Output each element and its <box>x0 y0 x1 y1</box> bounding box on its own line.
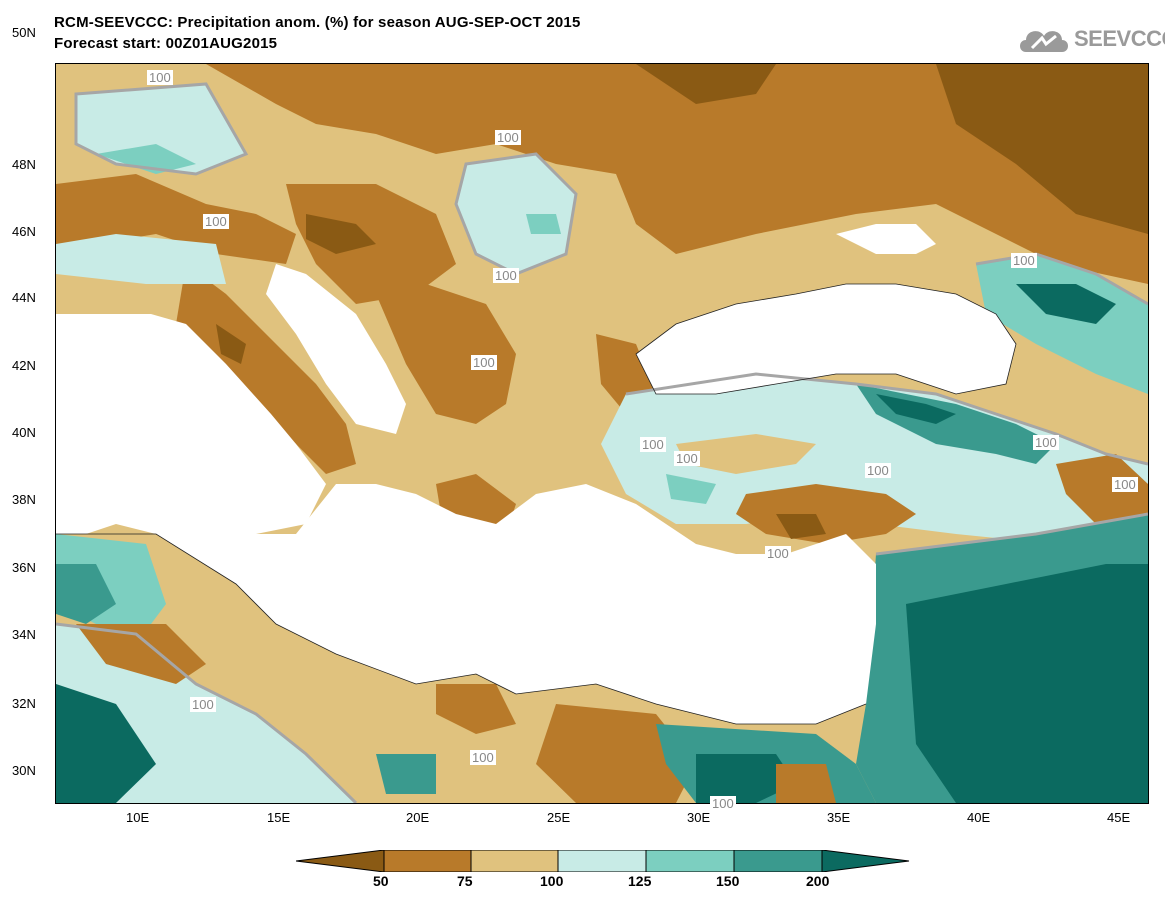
colorbar-label: 200 <box>806 873 830 889</box>
contour-label: 100 <box>471 355 497 370</box>
map-area <box>55 63 1149 805</box>
lon-label: 20E <box>406 810 430 825</box>
contour-label: 100 <box>147 70 173 85</box>
lat-label: 32N <box>12 696 36 711</box>
colorbar-segment <box>645 850 735 872</box>
lon-label: 10E <box>126 810 150 825</box>
seevccc-logo: SEEVCCC <box>1016 22 1165 58</box>
colorbar-label: 125 <box>628 873 652 889</box>
lat-label: 38N <box>12 492 36 507</box>
lat-label: 46N <box>12 224 36 239</box>
lat-label: 44N <box>12 290 36 305</box>
lat-label: 42N <box>12 358 36 373</box>
contour-label: 100 <box>493 268 519 283</box>
contour-label: 100 <box>495 130 521 145</box>
colorbar-segment <box>557 850 647 872</box>
contour-label: 100 <box>710 796 736 811</box>
precipitation-anomaly-map <box>55 64 1149 805</box>
map-subtitle: Forecast start: 00Z01AUG2015 <box>54 35 278 52</box>
lat-label: 34N <box>12 627 36 642</box>
contour-label: 100 <box>470 750 496 765</box>
lon-label: 15E <box>267 810 291 825</box>
lat-label: 48N <box>12 157 36 172</box>
lon-label: 25E <box>547 810 571 825</box>
lat-label: 50N <box>12 25 36 40</box>
colorbar-label: 75 <box>457 873 473 889</box>
lat-label: 40N <box>12 425 36 440</box>
lon-label: 40E <box>967 810 991 825</box>
map-title: RCM-SEEVCCC: Precipitation anom. (%) for… <box>54 14 581 31</box>
colorbar-segment <box>470 850 559 872</box>
contour-label: 100 <box>1033 435 1059 450</box>
colorbar-label: 50 <box>373 873 389 889</box>
contour-label: 100 <box>640 437 666 452</box>
contour-label: 100 <box>865 463 891 478</box>
cloud-icon <box>1020 31 1068 52</box>
colorbar-label: 100 <box>540 873 564 889</box>
contour-label: 100 <box>765 546 791 561</box>
lon-label: 30E <box>687 810 711 825</box>
colorbar-label: 150 <box>716 873 740 889</box>
colorbar-segment <box>821 850 910 872</box>
lat-label: 36N <box>12 560 36 575</box>
contour-label: 100 <box>190 697 216 712</box>
colorbar-segment <box>383 850 472 872</box>
lat-label: 30N <box>12 763 36 778</box>
colorbar <box>296 850 910 872</box>
colorbar-segment <box>733 850 823 872</box>
contour-label: 100 <box>203 214 229 229</box>
contour-label: 100 <box>1011 253 1037 268</box>
contour-label: 100 <box>674 451 700 466</box>
lon-label: 35E <box>827 810 851 825</box>
lon-label: 45E <box>1107 810 1131 825</box>
logo-text: SEEVCCC <box>1074 26 1165 51</box>
contour-label: 100 <box>1112 477 1138 492</box>
colorbar-segment <box>296 850 385 872</box>
